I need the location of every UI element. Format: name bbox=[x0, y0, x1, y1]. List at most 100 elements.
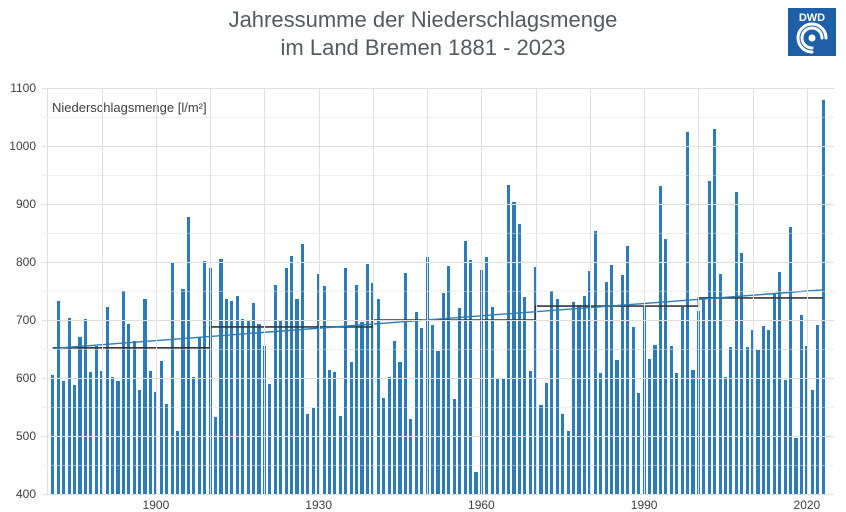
y-tick-label: 1000 bbox=[9, 139, 36, 153]
gridline-vertical bbox=[319, 88, 320, 494]
bar bbox=[138, 390, 141, 494]
x-tick-label: 1990 bbox=[631, 498, 658, 512]
bar bbox=[268, 384, 271, 494]
bar bbox=[198, 337, 201, 494]
bar bbox=[350, 362, 353, 494]
bar bbox=[95, 346, 98, 494]
bar bbox=[729, 347, 732, 494]
bar bbox=[816, 325, 819, 494]
gridline-horizontal bbox=[42, 320, 834, 321]
bar bbox=[274, 285, 277, 494]
bar bbox=[301, 244, 304, 494]
bar bbox=[594, 231, 597, 494]
bar bbox=[333, 372, 336, 494]
bar bbox=[366, 264, 369, 494]
bar bbox=[133, 341, 136, 494]
y-tick-label: 400 bbox=[16, 487, 36, 501]
gridline-vertical bbox=[753, 88, 754, 494]
gridline-vertical bbox=[156, 88, 157, 494]
bar bbox=[561, 414, 564, 494]
gridline-vertical bbox=[644, 88, 645, 494]
bar bbox=[675, 373, 678, 494]
chart-title: Jahressumme der Niederschlagsmenge im La… bbox=[0, 6, 846, 61]
gridline-vertical bbox=[210, 88, 211, 494]
bar bbox=[219, 259, 222, 494]
gridline-vertical bbox=[102, 88, 103, 494]
y-tick-label: 800 bbox=[16, 255, 36, 269]
title-line-1: Jahressumme der Niederschlagsmenge bbox=[0, 6, 846, 34]
bar bbox=[545, 383, 548, 494]
y-tick-label: 500 bbox=[16, 429, 36, 443]
gridline-horizontal-minor bbox=[42, 117, 834, 118]
bar bbox=[431, 325, 434, 494]
gridline-horizontal-minor bbox=[42, 291, 834, 292]
gridline-horizontal-minor bbox=[42, 465, 834, 466]
x-tick-label: 1960 bbox=[468, 498, 495, 512]
bar bbox=[116, 381, 119, 494]
bar bbox=[740, 253, 743, 494]
bar bbox=[773, 293, 776, 494]
gridline-horizontal bbox=[42, 204, 834, 205]
bar bbox=[713, 129, 716, 494]
bar bbox=[328, 370, 331, 494]
bar bbox=[746, 347, 749, 494]
gridline-horizontal-minor bbox=[42, 175, 834, 176]
dwd-logo: DWD bbox=[788, 8, 836, 56]
bar bbox=[469, 260, 472, 494]
gridline-vertical bbox=[590, 88, 591, 494]
bar bbox=[735, 192, 738, 494]
bar bbox=[811, 390, 814, 494]
bar bbox=[784, 380, 787, 494]
y-tick-label: 1100 bbox=[10, 81, 36, 95]
bar bbox=[756, 350, 759, 494]
chart-plot-area: Niederschlagsmenge [l/m²] 40050060070080… bbox=[42, 88, 834, 494]
bar bbox=[708, 181, 711, 494]
gridline-horizontal bbox=[42, 88, 834, 89]
bar bbox=[149, 371, 152, 494]
y-tick-label: 600 bbox=[16, 371, 36, 385]
bar bbox=[789, 227, 792, 494]
bar bbox=[610, 265, 613, 494]
bar bbox=[529, 371, 532, 494]
bar bbox=[344, 268, 347, 494]
bar bbox=[420, 328, 423, 494]
bar bbox=[214, 417, 217, 494]
y-tick-label: 700 bbox=[16, 313, 36, 327]
gridline-horizontal bbox=[42, 494, 834, 495]
bar bbox=[306, 414, 309, 494]
bar bbox=[68, 318, 71, 494]
bar bbox=[637, 393, 640, 494]
gridline-horizontal bbox=[42, 262, 834, 263]
gridline-vertical bbox=[373, 88, 374, 494]
bar bbox=[648, 359, 651, 494]
bar bbox=[122, 291, 125, 494]
bar bbox=[51, 375, 54, 494]
bar bbox=[464, 241, 467, 494]
bar bbox=[485, 257, 488, 494]
bar bbox=[73, 385, 76, 494]
bar bbox=[409, 419, 412, 494]
gridline-horizontal-minor bbox=[42, 407, 834, 408]
bar bbox=[458, 308, 461, 494]
gridline-vertical bbox=[264, 88, 265, 494]
bar bbox=[355, 285, 358, 494]
bar bbox=[165, 404, 168, 494]
bar bbox=[621, 275, 624, 494]
bar bbox=[670, 346, 673, 494]
gridline-horizontal bbox=[42, 436, 834, 437]
gridline-vertical bbox=[807, 88, 808, 494]
bar bbox=[442, 293, 445, 494]
bar bbox=[762, 326, 765, 494]
bar bbox=[339, 416, 342, 494]
bar bbox=[398, 362, 401, 494]
gridline-vertical bbox=[481, 88, 482, 494]
bar bbox=[605, 282, 608, 494]
bar bbox=[382, 398, 385, 494]
y-tick-label: 900 bbox=[16, 197, 36, 211]
bar bbox=[539, 405, 542, 494]
gridline-horizontal-minor bbox=[42, 233, 834, 234]
bar bbox=[312, 408, 315, 494]
title-line-2: im Land Bremen 1881 - 2023 bbox=[0, 34, 846, 62]
x-tick-label: 1900 bbox=[143, 498, 170, 512]
bar bbox=[518, 224, 521, 494]
